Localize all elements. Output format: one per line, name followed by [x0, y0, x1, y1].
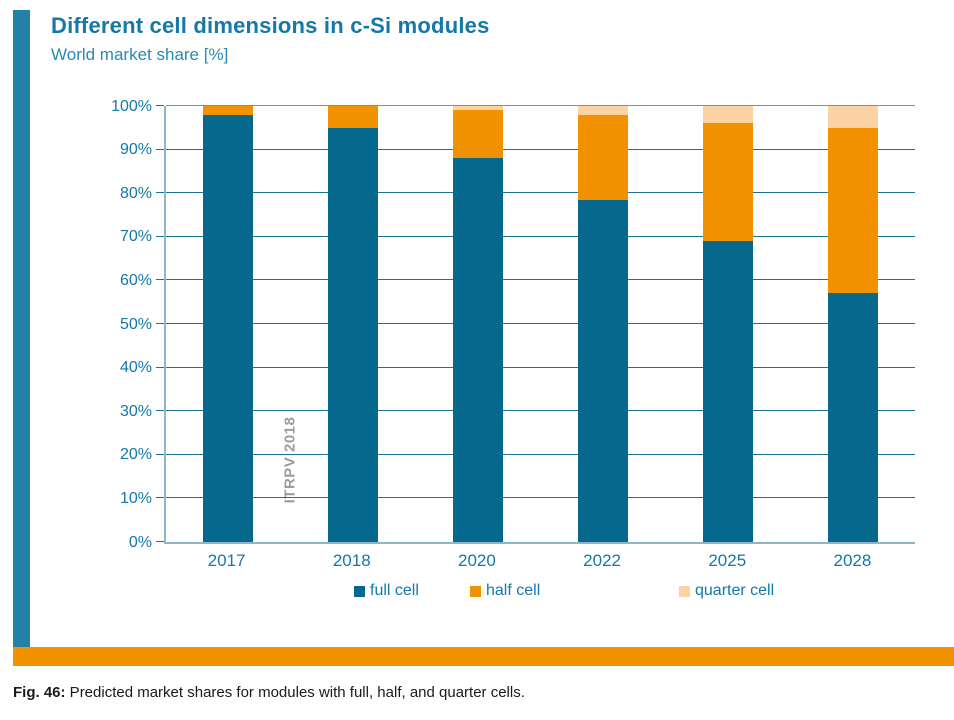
bar-2018: [328, 106, 379, 542]
bar-segment-full-cell-2018: [328, 127, 379, 542]
chart-subtitle: World market share [%]: [51, 45, 229, 64]
y-axis-tick: [156, 148, 164, 150]
bar-segment-half-cell-2022: [577, 114, 628, 200]
y-axis-tick: [156, 497, 164, 499]
x-axis: 2017 2018 2020 2022 2025 2028: [164, 551, 915, 575]
legend-swatch-half-cell: [470, 585, 481, 597]
x-tick-label-2017: 2017: [207, 551, 246, 570]
figure-number: Fig. 46:: [13, 684, 66, 701]
x-tick-label-2020: 2020: [457, 551, 496, 570]
y-axis-tick: [156, 366, 164, 368]
gridline-80: [166, 192, 915, 194]
bar-segment-full-cell-2017: [203, 114, 254, 542]
legend-item-half-cell: half cell: [470, 582, 540, 600]
bar-segment-full-cell-2020: [453, 158, 504, 542]
y-tick-label-90: 90%: [119, 141, 152, 159]
bar-segment-half-cell-2017: [203, 106, 254, 115]
gridline-50: [166, 323, 915, 324]
y-tick-label-30: 30%: [119, 402, 152, 420]
bar-segment-full-cell-2028: [827, 293, 878, 542]
bar-2020: [453, 106, 504, 542]
y-tick-label-0: 0%: [128, 533, 152, 551]
y-axis-tick: [156, 453, 164, 455]
legend-label-half-cell: half cell: [486, 582, 541, 599]
bar-2028: [827, 106, 878, 542]
left-accent-bar: [13, 10, 30, 647]
y-axis-tick: [156, 410, 164, 412]
chart-title: Different cell dimensions in c-Si module…: [51, 13, 490, 38]
legend-swatch-full-cell: [354, 585, 365, 597]
plot-area: ITRPV 2018 0% 10% 20% 30% 40% 50% 60% 70% 80% 90%…: [111, 98, 915, 551]
y-axis-tick: [156, 323, 164, 324]
bar-segment-half-cell-2028: [827, 127, 878, 294]
bar-segment-half-cell-2025: [702, 123, 753, 242]
y-axis-tick: [156, 192, 164, 194]
y-axis-tick: [156, 105, 164, 106]
y-tick-label-80: 80%: [119, 184, 152, 202]
figure-caption: Fig. 46: Predicted market shares for mod…: [13, 684, 525, 701]
legend: full cell half cell quarter cell: [164, 582, 915, 602]
bar-2022: [577, 106, 628, 542]
y-tick-label-100: 100%: [111, 97, 152, 115]
legend-item-quarter-cell: quarter cell: [679, 582, 774, 600]
gridline-70: [166, 235, 915, 237]
gridline-30: [166, 410, 915, 412]
y-axis-tick: [156, 235, 164, 237]
gridline-90: [166, 148, 915, 150]
legend-swatch-quarter-cell: [679, 585, 690, 597]
x-tick-label-2022: 2022: [583, 551, 621, 570]
gridline-100: [166, 105, 915, 106]
bar-segment-quarter-cell-2025: [702, 106, 753, 124]
bar-segment-quarter-cell-2028: [827, 106, 878, 128]
legend-item-full-cell: full cell: [354, 582, 419, 600]
y-axis-tick: [156, 279, 164, 281]
y-tick-label-70: 70%: [119, 228, 152, 246]
gridline-20: [166, 453, 915, 455]
gridline-60: [166, 279, 915, 281]
bar-segment-quarter-cell-2020: [453, 106, 504, 111]
gridline-10: [166, 497, 915, 499]
x-tick-label-2025: 2025: [708, 551, 747, 570]
y-tick-label-40: 40%: [119, 359, 152, 377]
y-tick-label-60: 60%: [119, 271, 152, 289]
bar-2025: [702, 106, 753, 542]
legend-label-quarter-cell: quarter cell: [695, 582, 775, 599]
bar-2017: [203, 106, 254, 542]
bottom-accent-bar: [13, 647, 954, 666]
x-tick-label-2028: 2028: [833, 551, 872, 570]
y-tick-label-20: 20%: [119, 446, 152, 464]
bar-segment-full-cell-2022: [577, 199, 628, 542]
x-tick-label-2018: 2018: [332, 551, 371, 570]
legend-label-full-cell: full cell: [370, 582, 419, 599]
y-tick-label-10: 10%: [119, 489, 152, 507]
bar-segment-half-cell-2020: [453, 110, 504, 159]
figure-caption-text: Predicted market shares for modules with…: [65, 684, 525, 701]
bar-segment-half-cell-2018: [328, 106, 379, 128]
bar-segment-full-cell-2025: [702, 241, 753, 542]
itrpv-annotation: ITRPV 2018: [281, 416, 299, 504]
bar-segment-quarter-cell-2022: [577, 106, 628, 115]
gridline-40: [166, 366, 915, 368]
y-tick-label-50: 50%: [119, 315, 152, 333]
y-axis-tick: [156, 541, 164, 542]
